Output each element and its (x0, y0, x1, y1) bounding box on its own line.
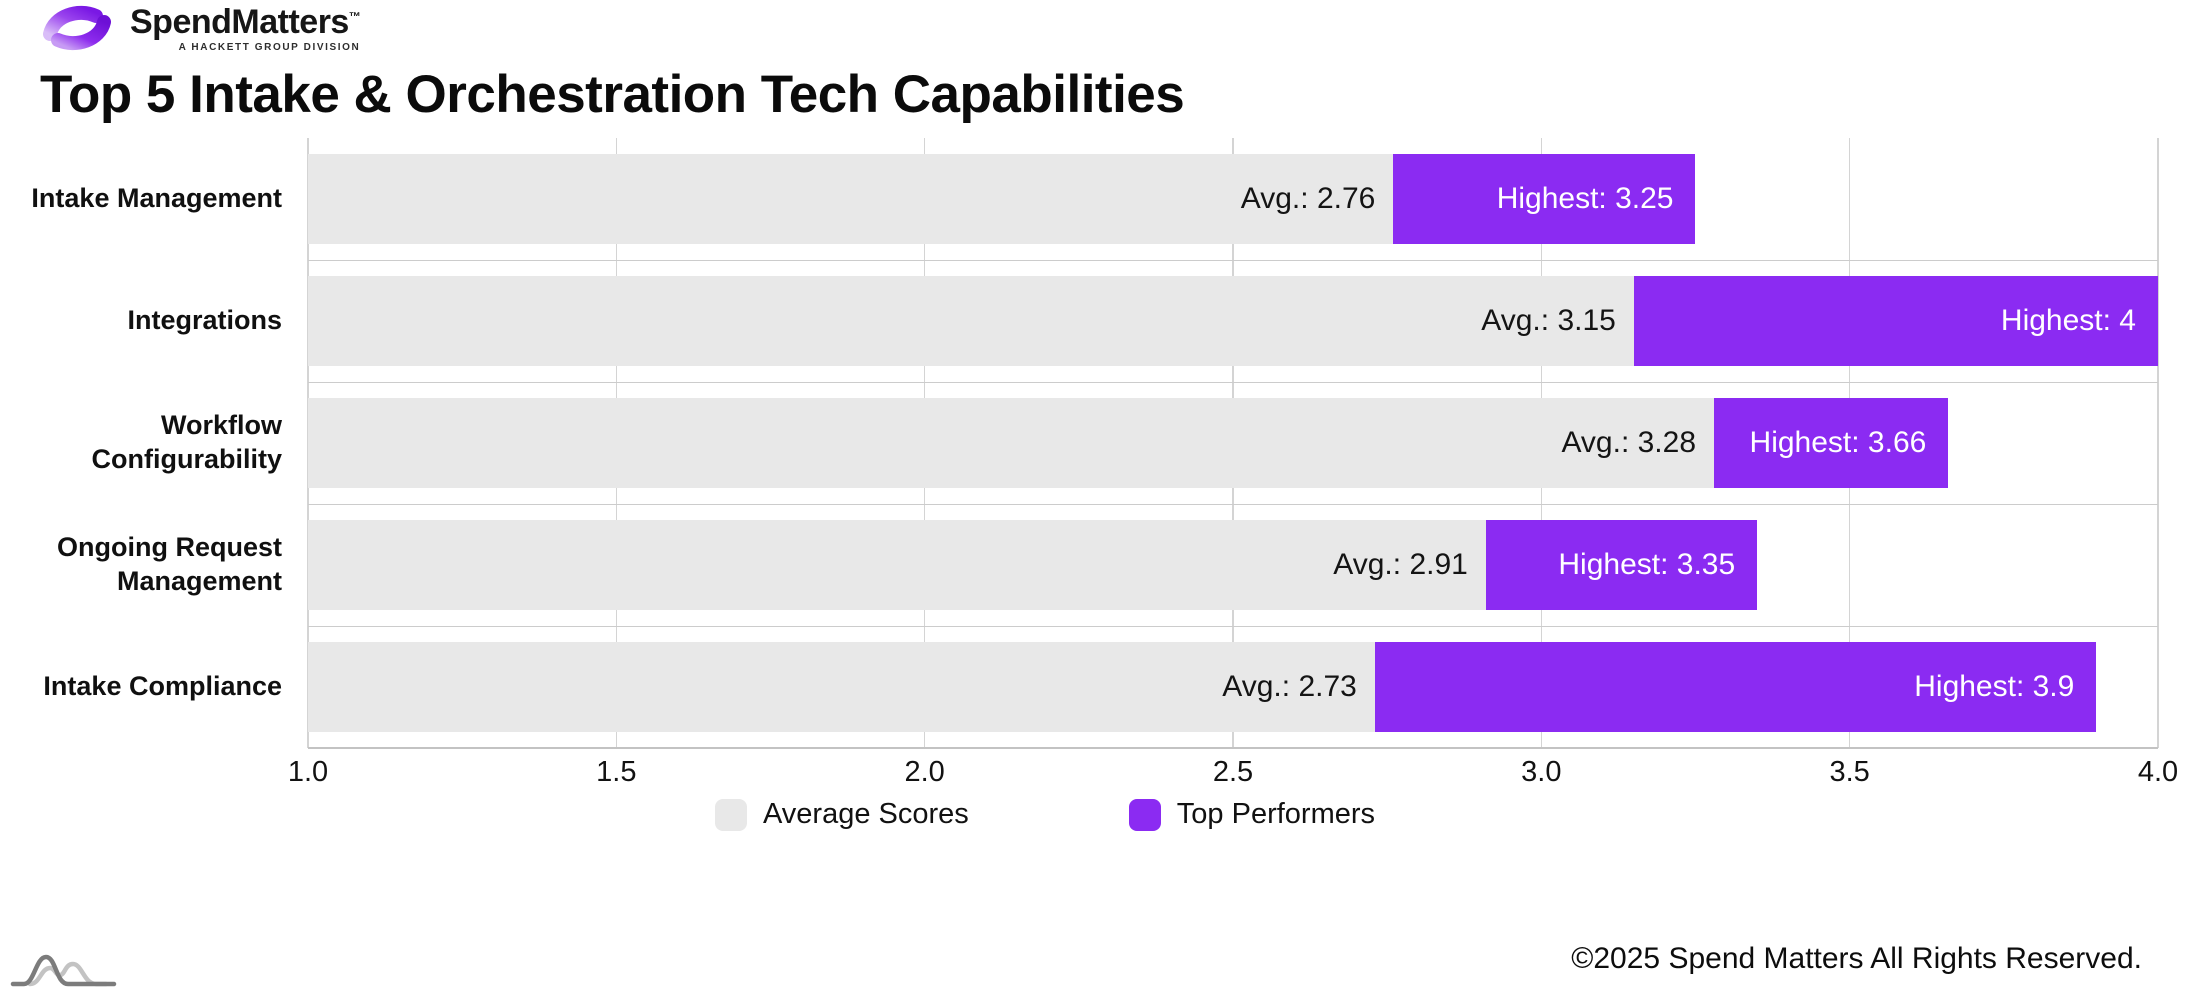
category-label: Intake Management (31, 183, 282, 214)
bar-top-performer: Highest: 3.35 (1485, 520, 1758, 610)
copyright-text: ©2025 Spend Matters All Rights Reserved. (1571, 942, 2142, 975)
x-tick-label: 2.5 (1212, 756, 1254, 788)
bar-top-performer: Highest: 3.25 (1393, 154, 1696, 244)
x-axis-ticks: 1.0 1.5 2.0 2.5 3.0 3.5 4.0 (288, 756, 2178, 796)
category-labels: Intake Management Integrations Workflow Co… (0, 138, 296, 748)
highest-value-label: Highest: 3.9 (1914, 670, 2075, 703)
category-label: Intake Compliance (43, 671, 282, 702)
spend-matters-logo-icon (43, 5, 111, 51)
average-value-label: Avg.: 2.91 (1333, 548, 1468, 581)
bar-row: Avg.: 3.15 Highest: 4 (308, 260, 2158, 382)
x-tick-label: 2.0 (904, 756, 945, 788)
legend-swatch (714, 798, 747, 831)
bar-row: Avg.: 2.76 Highest: 3.25 (308, 138, 2158, 260)
bell-curves-icon (10, 954, 117, 987)
bar-average: Avg.: 3.15 (308, 276, 1634, 366)
bar-row: Avg.: 2.73 Highest: 3.9 (308, 626, 2158, 748)
brand-word-spend: Spend (130, 3, 232, 41)
average-value-label: Avg.: 2.73 (1222, 670, 1357, 703)
bar-average: Avg.: 2.73 (308, 642, 1375, 732)
x-tick-label: 4.0 (2137, 756, 2179, 788)
bar-top-performer: Highest: 4 (1633, 276, 2158, 366)
average-value-label: Avg.: 3.28 (1561, 426, 1696, 459)
legend-label: Top Performers (1176, 798, 1376, 830)
x-tick-label: 3.5 (1829, 756, 1870, 788)
chart-legend: Average Scores Top Performers (0, 798, 2145, 831)
highest-value-label: Highest: 4 (2000, 304, 2136, 337)
legend-item: Average Scores (714, 798, 969, 831)
trademark-symbol: ™ (348, 9, 361, 24)
legend-label: Average Scores (762, 798, 969, 830)
row-boundary-line (308, 504, 2158, 505)
bar-top-performer: Highest: 3.9 (1374, 642, 2097, 732)
average-value-label: Avg.: 3.15 (1481, 304, 1616, 337)
x-tick-label: 1.0 (287, 756, 329, 788)
highest-value-label: Highest: 3.35 (1558, 548, 1736, 581)
brand-word-matters: Matters (231, 3, 349, 41)
bar-average: Avg.: 2.91 (308, 520, 1486, 610)
brand-text: SpendMatters™ A HACKETT GROUP DIVISION (130, 3, 361, 54)
bar-top-performer: Highest: 3.66 (1714, 398, 1949, 488)
spend-matters-logo: SpendMatters™ A HACKETT GROUP DIVISION (38, 3, 361, 54)
category-label: Workflow Configurability (91, 410, 283, 474)
x-tick-label: 1.5 (596, 756, 637, 788)
highest-value-label: Highest: 3.25 (1496, 182, 1674, 215)
plot-area: Avg.: 2.76 Highest: 3.25 Avg.: 3.15 Highest… (307, 138, 2159, 749)
page-title: Top 5 Intake & Orchestration Tech Capabi… (40, 65, 1185, 124)
legend-swatch (1128, 798, 1161, 831)
brand-tagline: A HACKETT GROUP DIVISION (178, 42, 361, 54)
x-axis-line (308, 747, 2158, 749)
average-value-label: Avg.: 2.76 (1240, 182, 1376, 215)
category-label: Ongoing Request Management (57, 532, 282, 596)
bar-average: Avg.: 3.28 (308, 398, 1714, 488)
brand-wordmark: SpendMatters™ (130, 3, 361, 41)
category-label: Integrations (127, 305, 282, 336)
highest-value-label: Highest: 3.66 (1749, 426, 1927, 459)
legend-item: Top Performers (1128, 798, 1376, 831)
bar-row: Avg.: 2.91 Highest: 3.35 (308, 504, 2158, 626)
bar-row: Avg.: 3.28 Highest: 3.66 (308, 382, 2158, 504)
row-boundary-line (308, 260, 2158, 261)
row-boundary-line (308, 626, 2158, 627)
bar-average: Avg.: 2.76 (308, 154, 1394, 244)
row-boundary-line (308, 382, 2158, 383)
gridline (2157, 138, 2159, 748)
x-tick-label: 3.0 (1521, 756, 1562, 788)
